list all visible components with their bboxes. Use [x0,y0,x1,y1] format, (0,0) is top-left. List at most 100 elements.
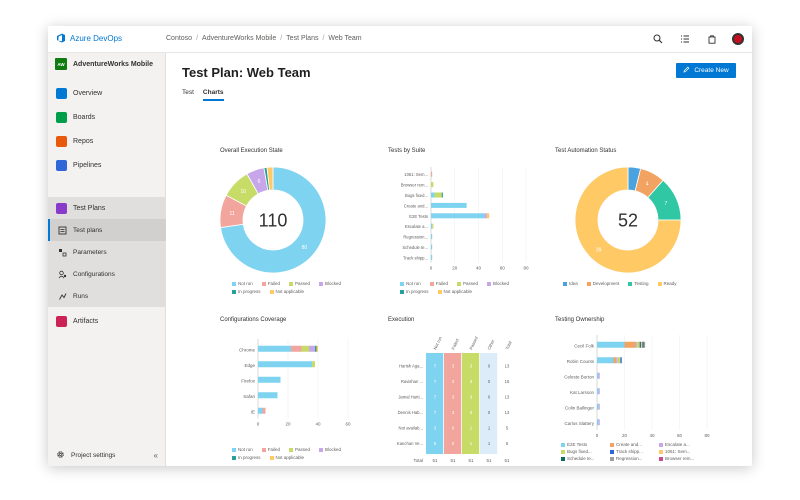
legend-swatch [561,449,565,454]
donut-slice [220,166,327,274]
y-tick-label: Celeste Burton [564,374,594,379]
sidebar-item-artifacts[interactable]: Artifacts [48,310,166,332]
sidebar-subitem-runs[interactable]: Runs [48,285,166,307]
table-cell: 0 [452,441,455,446]
tab-charts[interactable]: Charts [202,89,224,101]
table-cell: 3 [434,425,437,430]
breadcrumb-item[interactable]: Web Team [328,35,362,42]
bar-segment [431,244,433,250]
table-cell: 13 [505,410,510,415]
y-tick-label: Robin Counts [567,359,595,364]
project-settings-button[interactable]: Project settings « [48,444,166,466]
table-row-label: Jamal Harti... [398,394,423,399]
legend-item: Regression... [610,456,654,461]
slice-value-label: 80 [302,245,308,251]
table-column-header: Passed [468,335,479,350]
breadcrumb-item[interactable]: Test Plans [286,35,319,42]
task-list-icon[interactable] [678,32,692,46]
chart-title: Overall Execution State [220,148,283,154]
table-column-fill [480,353,498,454]
chart-legend: E2E Tests Create and... Escalate a... Bugs … [561,442,711,461]
bar-segment [642,341,644,348]
sidebar-subitem-parameters[interactable]: Parameters [48,241,166,263]
table-total-cell: 51 [486,458,492,463]
bar-segment [598,403,600,410]
user-avatar[interactable] [732,33,744,45]
bar-segment [484,213,487,219]
sidebar-item-label: Configurations [73,270,115,278]
table-row-label: Kanchan Ve... [397,441,423,446]
table-column-fill [498,353,516,454]
donut-slice [574,166,682,274]
tab-test[interactable]: Test [182,89,194,96]
legend-item: Passed [289,281,310,286]
brand[interactable]: Azure DevOps [56,33,122,43]
collapse-sidebar-icon[interactable]: « [153,450,158,460]
artifacts-icon [56,315,67,327]
y-tick-label: 1061: Sem... [404,172,428,177]
bar-segment [431,202,467,208]
bar-segment [636,341,640,348]
y-tick-label: Carlos Slattery [564,421,594,426]
legend-item: 1061: Sem... [659,449,703,454]
chart-title: Configurations Coverage [220,317,287,323]
legend-item: Not applicable [269,455,304,460]
sidebar-item-pipelines[interactable]: Pipelines [48,154,166,176]
overview-icon [56,87,67,99]
legend-label: Browser rem... [665,456,695,461]
legend-item: Idea [563,281,578,286]
sidebar-item-label: Runs [73,292,89,300]
page-title: Test Plan: Web Team [182,65,311,80]
repos-icon [56,135,67,147]
bar-segment [486,213,490,219]
search-icon[interactable] [651,32,665,46]
table-cell: 0 [488,363,491,368]
legend-item: Not applicable [437,289,472,294]
bar-segment [309,345,315,352]
table-cell: 5 [506,425,509,430]
azure-devops-logo-icon [57,33,65,43]
table-cell: 1 [470,441,473,446]
sidebar-item-overview[interactable]: Overview [48,82,166,104]
y-tick-label: Create and... [404,203,428,208]
bar-segment [315,345,317,352]
breadcrumb-item[interactable]: AdventureWorks Mobile [202,35,277,42]
bar-segment [643,341,646,348]
sidebar-subitem-test-plans[interactable]: Test plans [48,219,166,241]
tests-by-suite-chart: 0 20 40 60 80 1061: Sem... Browser rem... Bugs … [401,167,529,271]
sidebar-item-label: Overview [73,89,103,97]
x-tick-label: 20 [452,266,458,271]
top-icons [651,32,744,46]
y-tick-label: Cecil Folk [574,343,595,348]
boards-icon [56,111,67,123]
automation-status-donut: 4 7 39 52 [574,166,682,274]
sidebar-subitem-configurations[interactable]: Configurations [48,263,166,285]
sidebar-item-label: Artifacts [73,317,99,325]
legend-item: Blocked [319,447,341,452]
tab-bar: Test Charts [182,89,224,101]
breadcrumb-separator: / [322,35,325,42]
table-column-header: Failed [450,337,460,350]
shopping-bag-icon[interactable] [705,32,719,46]
bar-segment [617,357,621,364]
bar-segment [639,341,641,348]
test-plans-icon [56,202,67,214]
sidebar-item-test-plans[interactable]: Test Plans [48,197,166,219]
sidebar-item-boards[interactable]: Boards [48,106,166,128]
x-tick-label: 60 [500,266,506,271]
bar-segment [598,388,600,395]
sidebar-item-label: Parameters [73,248,107,256]
table-cell: 3 [470,394,473,399]
bar-segment [258,345,291,352]
project-selector[interactable]: AW AdventureWorks Mobile [48,53,166,75]
create-new-button[interactable]: Create New [676,63,736,78]
y-tick-label: Track shipp... [403,255,428,260]
legend-item: Escalate a... [659,442,703,447]
y-tick-label: Safari [243,394,255,399]
donut-slice [266,166,274,191]
table-cell: 3 [452,379,455,384]
breadcrumb-item[interactable]: Contoso [166,35,193,42]
bar-segment [597,357,614,364]
sidebar-item-repos[interactable]: Repos [48,130,166,152]
project-settings-label: Project settings [71,451,116,459]
